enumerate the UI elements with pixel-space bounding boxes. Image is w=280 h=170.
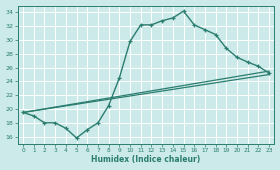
X-axis label: Humidex (Indice chaleur): Humidex (Indice chaleur): [92, 155, 201, 164]
